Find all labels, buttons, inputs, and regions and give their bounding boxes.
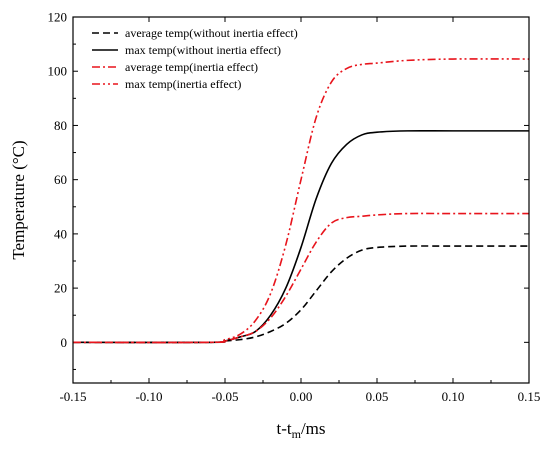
- legend-entry-1: average temp(without inertia effect): [125, 26, 298, 40]
- plot-frame: [72, 16, 530, 384]
- x-tick-label: -0.05: [211, 389, 238, 404]
- y-tick-label: 20: [54, 281, 67, 296]
- x-tick-label: 0.05: [366, 389, 389, 404]
- y-tick-label: 80: [54, 118, 67, 133]
- y-tick-label: 120: [48, 10, 68, 25]
- x-tick-label: -0.15: [59, 389, 86, 404]
- legend: average temp(without inertia effect) max …: [92, 26, 298, 91]
- series-line-1: [72, 245, 529, 344]
- series-line-4: [72, 58, 530, 344]
- x-tick-label: -0.10: [135, 389, 162, 404]
- series-line-2: [72, 129, 529, 344]
- x-axis-label: t-tm/ms: [276, 419, 325, 441]
- y-tick-label: 100: [48, 64, 68, 79]
- x-tick-label: 0.00: [290, 389, 313, 404]
- legend-entry-4: max temp(inertia effect): [125, 77, 241, 91]
- x-axis-label-unit: /ms: [301, 419, 326, 438]
- legend-entry-2: max temp(without inertia effect): [125, 43, 281, 57]
- x-tick-label: 0.15: [518, 389, 541, 404]
- y-tick-label: 60: [54, 172, 67, 187]
- series-line-3: [72, 212, 529, 344]
- y-axis-label: Temperature (°C): [9, 140, 28, 259]
- y-tick-labels: 0 20 40 60 80 100 120: [48, 10, 68, 350]
- x-tick-label: 0.10: [442, 389, 465, 404]
- x-axis-label-main: t-t: [276, 419, 291, 438]
- y-tick-label: 0: [61, 335, 68, 350]
- y-tick-label: 40: [54, 226, 67, 241]
- legend-entry-3: average temp(inertia effect): [125, 60, 258, 74]
- series-layer: [72, 58, 530, 344]
- x-axis-label-subscript: m: [292, 427, 302, 441]
- x-tick-labels: -0.15 -0.10 -0.05 0.00 0.05 0.10 0.15: [59, 389, 540, 404]
